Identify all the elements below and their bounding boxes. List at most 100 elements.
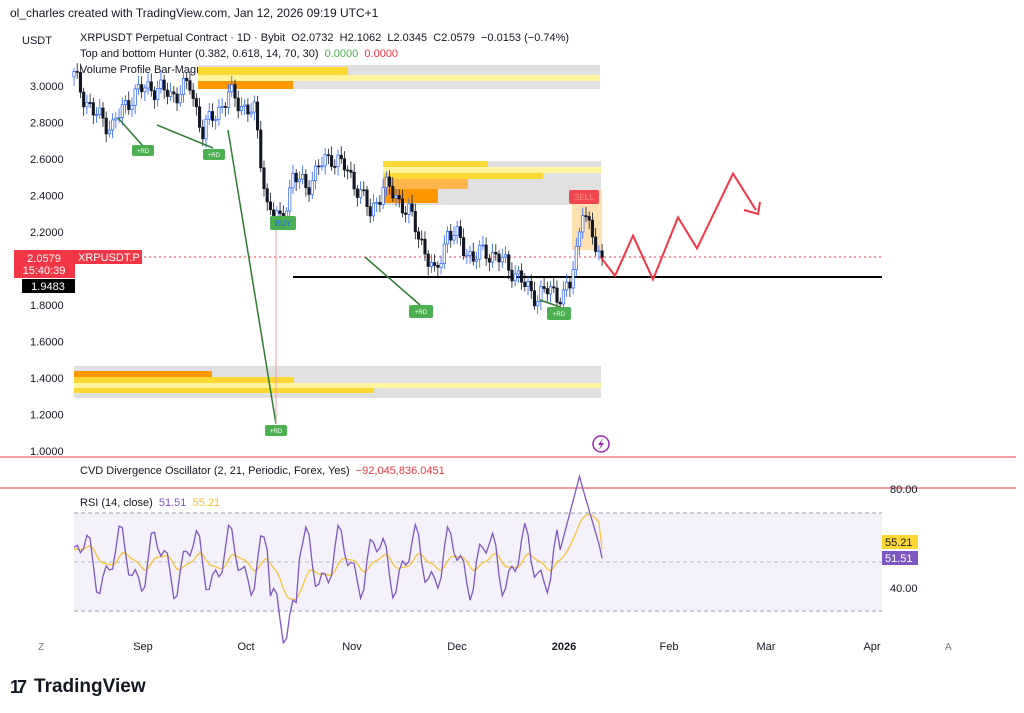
candle-body [558, 301, 562, 305]
candle-body [130, 104, 134, 110]
candle-body [301, 174, 305, 180]
candle-body [210, 111, 215, 121]
candle-body [317, 165, 321, 168]
candle-body [391, 185, 395, 199]
candle-body [146, 81, 150, 89]
candle-body [94, 114, 99, 116]
candle-body [120, 104, 124, 118]
candle-body [529, 280, 533, 292]
candle-body [339, 154, 343, 160]
candle-body [169, 91, 173, 97]
candle-body [388, 176, 392, 187]
axis-left-button[interactable]: Z [38, 642, 44, 653]
price-tick-label: 1.6000 [30, 337, 64, 349]
lightning-icon [598, 438, 604, 450]
candle-body [123, 100, 128, 106]
rd-line-2 [156, 124, 214, 149]
hunter-value-1: 0.0000 [324, 48, 359, 60]
candle-body [288, 187, 292, 212]
candle-body [101, 107, 105, 119]
axis-right-button[interactable]: A [945, 642, 952, 653]
candle-body [114, 117, 118, 121]
candle-body [452, 234, 456, 241]
ob-top-bar-1 [198, 67, 348, 75]
candle-body [272, 209, 276, 218]
time-tick-label: Feb [660, 641, 679, 653]
cvd-value: −92,045,836.0451 [355, 465, 445, 477]
time-tick-label: Mar [757, 641, 776, 653]
candle-body [252, 101, 256, 113]
cvd-label: CVD Divergence Oscillator (2, 21, Period… [80, 465, 350, 477]
rd-marker-4[interactable]: +RD [409, 305, 433, 318]
candle-body [249, 111, 253, 115]
svg-text:+RD: +RD [137, 149, 150, 155]
candle-body [481, 244, 485, 247]
ohlc-change: −0.0153 (−0.74%) [480, 32, 570, 44]
svg-text:+RD: +RD [553, 312, 566, 318]
candle-body [333, 166, 337, 168]
candle-body [201, 126, 205, 140]
candle-body [204, 118, 208, 140]
candle-body [510, 269, 514, 282]
ob-bot-bar-3 [74, 383, 601, 388]
last-price-badge [14, 250, 75, 278]
candle-body [255, 101, 260, 131]
candle-body [423, 238, 427, 255]
svg-text:SELL: SELL [574, 193, 594, 202]
candle-body [368, 206, 372, 217]
rsi-legend[interactable]: RSI (14, close) 51.51 55.21 [80, 497, 220, 509]
svg-text:+RD: +RD [415, 310, 428, 316]
buy-marker[interactable]: BUY [270, 216, 296, 230]
candle-body [91, 102, 95, 116]
candle-body [107, 129, 111, 135]
candle-body [584, 215, 588, 217]
price-tick-label: 2.6000 [30, 154, 64, 166]
candle-body [207, 111, 211, 120]
candle-body [429, 262, 433, 267]
candle-body [217, 107, 221, 120]
candle-body [320, 165, 324, 168]
rd-marker-2[interactable]: +RD [203, 149, 225, 160]
candle-body [581, 215, 585, 233]
symbol-title: XRPUSDT Perpetual Contract · 1D · Bybit … [80, 32, 569, 44]
rd-marker-3[interactable]: +RD [265, 425, 287, 436]
candle-body [82, 91, 86, 108]
rd-marker-1[interactable]: +RD [132, 145, 154, 156]
cvd-legend[interactable]: CVD Divergence Oscillator (2, 21, Period… [80, 465, 445, 477]
candle-body [404, 212, 408, 215]
rd-marker-5[interactable]: +RD [547, 307, 571, 320]
candle-body [233, 84, 237, 99]
candle-body [304, 174, 308, 188]
candle-body [491, 251, 495, 263]
line-price-badge [22, 279, 75, 293]
price-tick-label: 2.4000 [30, 191, 64, 203]
hunter-legend[interactable]: Top and bottom Hunter (0.382, 0.618, 14,… [80, 48, 398, 60]
rsi-badge [882, 551, 918, 565]
rsi-line [73, 473, 603, 645]
candle-body [561, 289, 565, 305]
tradingview-logo[interactable]: 17 TradingView [10, 676, 146, 698]
candle-body [355, 188, 359, 198]
rsi-ma-value: 55.21 [192, 497, 221, 509]
candle-body [487, 258, 491, 263]
candle-body [565, 281, 569, 291]
price-tick-label: 3.0000 [30, 81, 64, 93]
candle-body [474, 258, 479, 262]
candle-body [172, 91, 176, 95]
candle-body [156, 87, 160, 100]
candle-body [185, 78, 189, 82]
candle-body [500, 256, 504, 263]
symbol-name[interactable]: XRPUSDT Perpetual Contract · 1D · Bybit [80, 32, 286, 44]
candle-body [426, 253, 430, 267]
chart-header: ol_charles created with TradingView.com,… [10, 6, 379, 20]
candle-body [433, 262, 437, 266]
sell-marker[interactable]: SELL [569, 190, 599, 204]
candle-body [449, 230, 453, 241]
ticker-tag: XRPUSDT.P [78, 252, 140, 264]
candle-body [162, 79, 166, 91]
candle-body [143, 87, 147, 93]
rd-line-5 [539, 299, 561, 308]
svg-text:+RD: +RD [270, 429, 283, 435]
ob-bot-bar-1 [74, 371, 212, 377]
